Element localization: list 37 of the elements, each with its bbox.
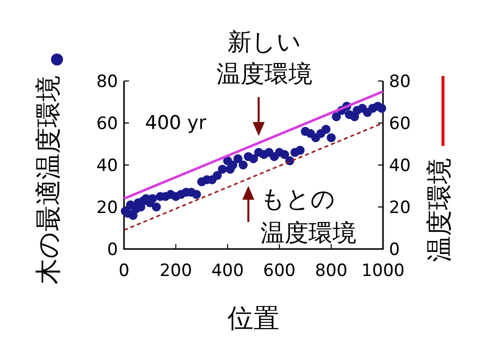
y-tick-label: 80 [96, 72, 118, 92]
point [212, 171, 222, 180]
x-tick-label: 200 [160, 261, 192, 281]
point [296, 146, 305, 155]
point [238, 160, 248, 170]
annotation: 新しい温度環境 [216, 28, 313, 88]
point [326, 133, 336, 142]
y-tick-label: 20 [96, 198, 118, 218]
y-tick-label: 0 [107, 240, 118, 260]
y-tick-label: 60 [96, 114, 118, 134]
point [192, 190, 202, 199]
point [249, 154, 258, 164]
y-tick-label: 40 [96, 156, 118, 176]
y2-tick-label: 40 [389, 156, 411, 176]
point [377, 104, 386, 113]
point [228, 160, 238, 170]
annotation: もとの温度環境 [242, 185, 356, 247]
x-tick-label: 400 [211, 261, 244, 281]
point [233, 154, 242, 164]
point [280, 150, 290, 159]
y-axis-title: 木の最適温度環境 [34, 76, 64, 284]
point [152, 202, 161, 212]
point [322, 124, 331, 134]
x-tick-label: 800 [314, 261, 348, 281]
y2-tick-label: 20 [389, 198, 411, 218]
y2-tick-label: 80 [389, 72, 411, 92]
x-axis-title: 位置 [228, 304, 280, 334]
x-tick-label: 1000 [361, 261, 405, 281]
x-tick-label: 600 [263, 261, 296, 281]
y2-tick-label: 60 [389, 114, 411, 134]
y2-tick-label: 0 [389, 240, 400, 260]
point [332, 112, 341, 122]
annotation: もとの温度環境 [260, 185, 356, 247]
annotation: 400 yr [145, 112, 206, 134]
y2-axis-title: 温度環境 [425, 158, 455, 262]
point [218, 164, 227, 174]
annotation: 新しい温度環境 [216, 28, 313, 136]
